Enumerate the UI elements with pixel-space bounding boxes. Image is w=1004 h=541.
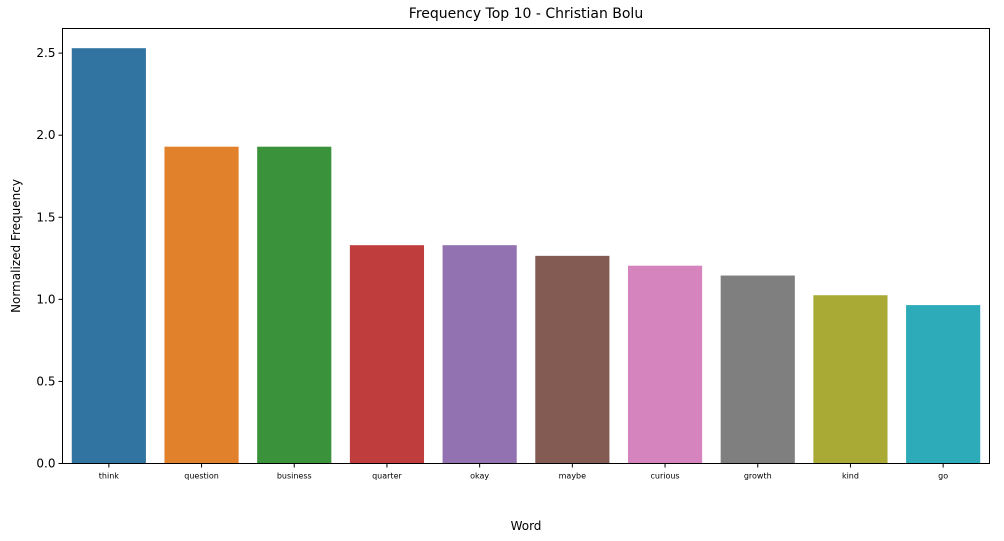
x-tick-label: maybe (559, 472, 587, 481)
x-tick-label: growth (744, 472, 772, 481)
bar-think (71, 48, 146, 464)
x-tick-label: question (184, 472, 219, 481)
y-axis-ticks: 0.0 0.5 1.0 1.5 2.0 2.5 (36, 46, 63, 471)
x-tick-label: quarter (372, 472, 402, 481)
x-tick-label: okay (470, 472, 489, 481)
x-tick-label: curious (650, 472, 679, 481)
chart-title: Frequency Top 10 - Christian Bolu (409, 6, 643, 22)
y-axis-label: Normalized Frequency (9, 179, 23, 313)
x-tick-label: business (277, 472, 312, 481)
y-tick-label: 1.5 (36, 210, 55, 224)
x-tick-label: go (938, 472, 948, 481)
y-tick-label: 0.5 (36, 374, 55, 388)
bar-go (906, 305, 981, 464)
x-axis-label: Word (511, 519, 542, 533)
y-tick-label: 1.0 (36, 292, 55, 306)
x-axis-ticks: think question business quarter okay maybe cur… (99, 463, 948, 481)
bar-kind (813, 295, 888, 464)
y-tick-label: 0.0 (36, 457, 55, 471)
bar-business (257, 146, 332, 464)
y-tick-label: 2.0 (36, 128, 55, 142)
bar-maybe (535, 255, 610, 464)
x-tick-label: think (99, 472, 120, 481)
bar-curious (627, 265, 703, 464)
plot-frame (62, 28, 990, 464)
bars-group (71, 48, 981, 464)
bar-question (164, 146, 239, 464)
x-tick-label: kind (842, 472, 859, 481)
bar-quarter (349, 245, 425, 464)
bar-okay (442, 245, 517, 464)
y-tick-label: 2.5 (36, 46, 55, 60)
bar-growth (720, 275, 795, 464)
